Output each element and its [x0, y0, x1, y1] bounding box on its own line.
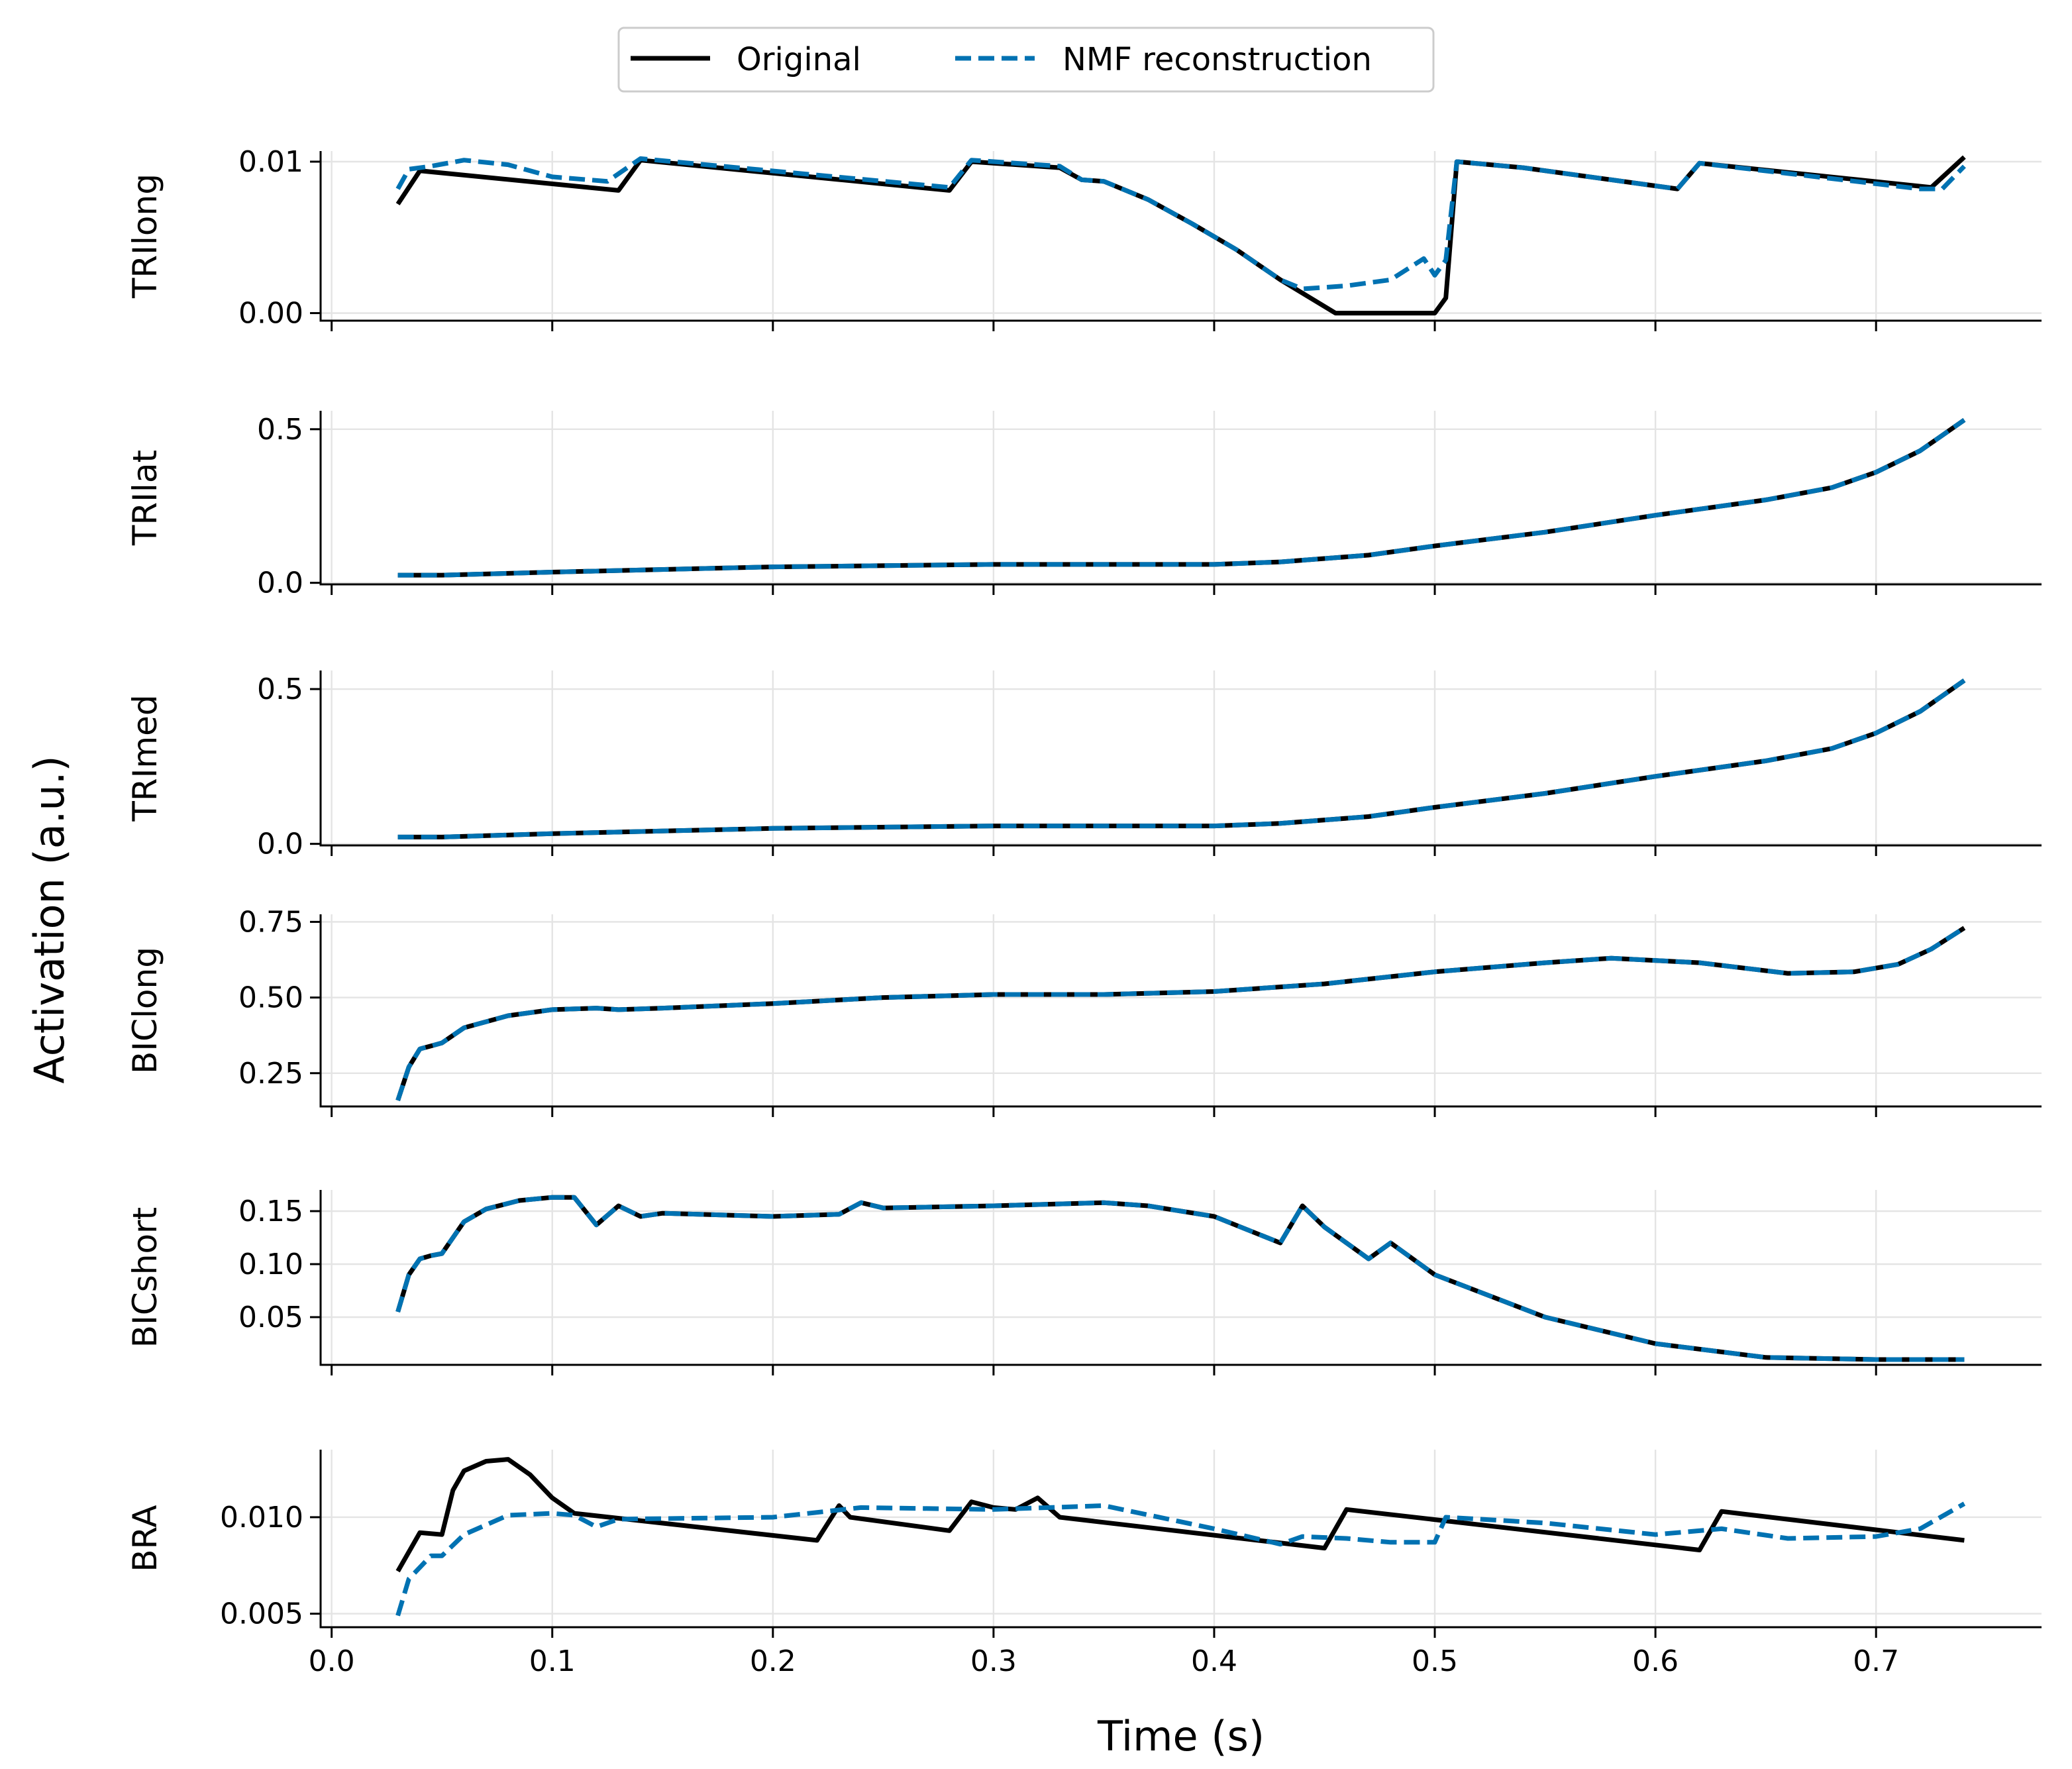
x-tick-label: 0.1: [529, 1644, 576, 1678]
panel-trilat: 0.0 0.5 TRIlat: [126, 411, 2042, 600]
x-tick-label: 0.0: [309, 1644, 355, 1678]
panel-biclong: 0.25 0.50 0.75 BIClong: [126, 905, 2042, 1117]
y-tick-label: 0.00: [238, 297, 303, 331]
panel-trilong: 0.00 0.01 TRIlong: [126, 145, 2042, 331]
y-tick-label: 0.5: [257, 672, 303, 706]
series-reconstruction-line: [395, 1501, 1966, 1617]
y-tick-label: 0.05: [238, 1301, 303, 1334]
series-reconstruction-line: [397, 678, 1966, 839]
panel-ylabel: TRImed: [126, 694, 164, 822]
x-tick-label: 0.5: [1412, 1644, 1458, 1678]
x-tick-label: 0.2: [750, 1644, 796, 1678]
legend-label-reconstruction: NMF reconstruction: [1062, 41, 1372, 78]
panel-ylabel: BICshort: [126, 1207, 164, 1348]
y-tick-label: 0.75: [238, 905, 303, 939]
figure-ylabel: Activation (a.u.): [25, 755, 74, 1083]
panel-ylabel: BRA: [126, 1505, 164, 1572]
y-tick-label: 0.25: [238, 1057, 303, 1091]
series-reconstruction-line: [397, 418, 1966, 578]
x-tick-label: 0.3: [970, 1644, 1017, 1678]
y-tick-label: 0.01: [238, 145, 303, 179]
x-tick-label: 0.6: [1632, 1644, 1679, 1678]
series-reconstruction-line: [395, 156, 1966, 292]
figure-xlabel: Time (s): [1097, 1712, 1265, 1760]
panel-ylabel: BIClong: [126, 947, 164, 1074]
x-tick-label: 0.4: [1191, 1644, 1237, 1678]
y-tick-label: 0.15: [238, 1195, 303, 1228]
legend-label-original: Original: [737, 41, 861, 78]
panel-ylabel: TRIlat: [126, 450, 164, 546]
y-tick-label: 0.0: [257, 828, 303, 861]
y-tick-label: 0.005: [220, 1597, 303, 1631]
series-reconstruction-line: [395, 926, 1966, 1101]
panel-bra: 0.005 0.010 BRA 0.0 0.1 0.2 0.3 0.4 0.5 0.6 0.7: [126, 1450, 2042, 1678]
y-tick-label: 0.50: [238, 981, 303, 1015]
legend: Original NMF reconstruction: [617, 27, 1435, 93]
panel-bicshort: 0.05 0.10 0.15 BICshort: [126, 1190, 2042, 1375]
y-tick-label: 0.010: [220, 1501, 303, 1534]
panels: 0.000.01TRIlong0.00.5TRIlat0.00.5TRImed0…: [126, 145, 2042, 1678]
x-tick-label: 0.7: [1853, 1644, 1899, 1678]
y-tick-label: 0.10: [238, 1248, 303, 1281]
y-tick-label: 0.5: [257, 413, 303, 447]
panel-ylabel: TRIlong: [126, 174, 164, 299]
series-reconstruction-line: [395, 1195, 1965, 1362]
y-tick-label: 0.0: [257, 566, 303, 600]
panel-trimed: 0.0 0.5 TRImed: [126, 670, 2042, 861]
